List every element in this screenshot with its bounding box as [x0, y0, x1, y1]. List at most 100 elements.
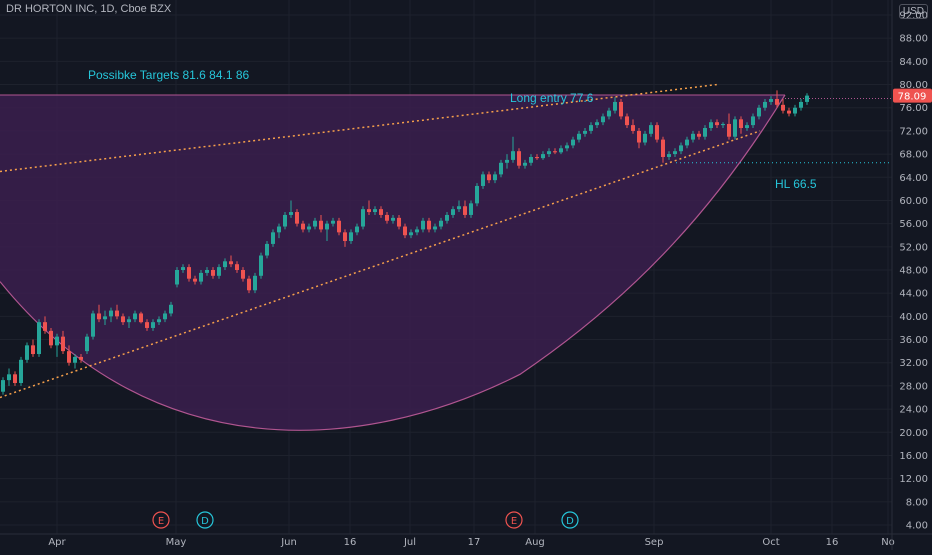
candle-up: [313, 220, 317, 227]
candle-down: [631, 125, 635, 131]
candle-up: [493, 174, 497, 181]
candle-up: [289, 212, 293, 215]
candle-up: [583, 130, 587, 134]
earnings-marker[interactable]: E: [152, 511, 170, 529]
candle-up: [469, 203, 473, 215]
event-circle: [505, 511, 523, 529]
candle-down: [301, 223, 305, 230]
y-tick-label: 8.00: [906, 497, 928, 508]
x-tick-label: Aug: [525, 537, 545, 548]
y-tick-label: 20.00: [899, 428, 928, 439]
candle-down: [775, 99, 779, 105]
event-label: D: [201, 516, 209, 527]
candle-up: [691, 133, 695, 140]
candle-down: [139, 313, 143, 323]
y-tick-label: 40.00: [899, 312, 928, 323]
candle-up: [55, 336, 59, 346]
candle-up: [91, 313, 95, 337]
event-circle: [196, 511, 214, 529]
candle-down: [781, 104, 785, 111]
candle-down: [697, 133, 701, 137]
candle-up: [415, 229, 419, 233]
currency-badge[interactable]: USD: [898, 4, 928, 19]
candle-down: [115, 310, 119, 317]
lower-trendline: [0, 130, 761, 399]
candle-down: [637, 130, 641, 143]
candle-down: [61, 336, 65, 352]
candle-up: [271, 232, 275, 244]
candle-up: [799, 101, 803, 108]
y-tick-label: 92.00: [899, 11, 928, 22]
x-tick-label: May: [166, 537, 187, 548]
candle-up: [763, 101, 767, 108]
x-tick-label: Apr: [48, 537, 66, 548]
candle-up: [277, 226, 281, 233]
candle-up: [571, 139, 575, 146]
y-tick-label: 24.00: [899, 405, 928, 416]
candle-up: [565, 145, 569, 149]
candle-up: [127, 319, 131, 323]
candle-down: [43, 322, 47, 331]
x-tick-label: Sep: [645, 537, 664, 548]
candle-up: [499, 162, 503, 175]
candle-up: [475, 185, 479, 204]
candle-down: [13, 374, 17, 384]
y-tick-label: 76.00: [899, 103, 928, 114]
candle-down: [535, 156, 539, 159]
candle-up: [529, 156, 533, 163]
y-tick-label: 60.00: [899, 196, 928, 207]
event-label: D: [566, 516, 574, 527]
candle-up: [85, 336, 89, 352]
candle-down: [379, 209, 383, 215]
candle-up: [7, 374, 11, 381]
annotations-layer: Possibke Targets 81.6 84.1 86 Long entry …: [88, 68, 817, 529]
candle-up: [733, 119, 737, 137]
candle-up: [205, 270, 209, 273]
candle-up: [355, 226, 359, 233]
x-tick-label: 16: [826, 537, 839, 548]
candle-up: [511, 151, 515, 160]
candle-up: [37, 322, 41, 355]
candle-down: [187, 267, 191, 279]
candle-down: [229, 261, 233, 265]
candle-up: [745, 125, 749, 129]
candle-up: [103, 316, 107, 320]
candle-down: [319, 220, 323, 230]
candle-up: [703, 128, 707, 137]
candle-down: [463, 206, 467, 215]
candle-up: [169, 304, 173, 314]
candle-down: [67, 351, 71, 363]
y-tick-label: 84.00: [899, 57, 928, 68]
candle-up: [307, 226, 311, 230]
cup-fill: [0, 94, 785, 431]
candle-up: [265, 243, 269, 256]
y-tick-label: 56.00: [899, 219, 928, 230]
dividend-marker[interactable]: D: [561, 511, 579, 529]
candle-down: [739, 119, 743, 129]
candle-up: [685, 139, 689, 146]
candle-up: [19, 359, 23, 384]
candle-up: [667, 154, 671, 157]
candle-down: [385, 214, 389, 221]
candle-down: [241, 270, 245, 279]
candle-up: [673, 151, 677, 155]
candle-up: [157, 319, 161, 323]
candle-up: [181, 267, 185, 270]
candle-up: [283, 214, 287, 227]
earnings-marker[interactable]: E: [505, 511, 523, 529]
dividend-marker[interactable]: D: [196, 511, 214, 529]
y-tick-label: 72.00: [899, 126, 928, 137]
candle-up: [199, 272, 203, 282]
candle-down: [97, 313, 101, 320]
x-tick-label: Oct: [762, 537, 779, 548]
candle-up: [709, 122, 713, 129]
y-tick-label: 36.00: [899, 335, 928, 346]
candle-up: [505, 159, 509, 163]
candles-layer: [1, 90, 809, 395]
candle-up: [607, 110, 611, 117]
candle-up: [805, 95, 809, 102]
long-entry-annotation: Long entry 77.6: [510, 91, 594, 105]
